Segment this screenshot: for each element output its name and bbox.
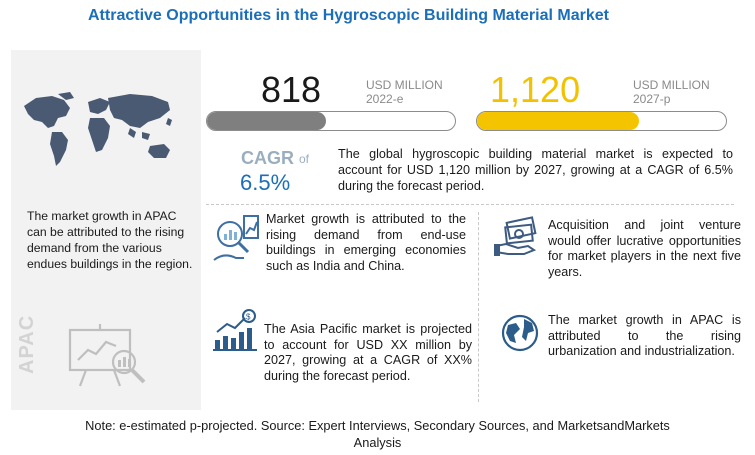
presentation-analysis-icon	[68, 324, 146, 387]
left-panel-text: The market growth in APAC can be attribu…	[27, 209, 193, 271]
period-2027: 2027-p	[633, 92, 671, 106]
market-value-2027: 1,120	[490, 69, 581, 110]
market-growth-analytics-icon	[213, 215, 259, 261]
vertical-divider	[478, 212, 479, 402]
bar-2022-track	[206, 111, 456, 131]
cagr-value: 6.5%	[240, 170, 291, 195]
bar-2022-fill	[207, 112, 327, 130]
unit-2027: USD MILLION	[633, 78, 710, 92]
globe-icon	[501, 314, 539, 352]
footnote-line-2: Analysis	[353, 435, 402, 450]
card-text-acquisition: Acquisition and joint venture would offe…	[548, 218, 741, 279]
apac-label-text: APAC	[16, 314, 38, 374]
footnote: Note: e-estimated p-projected. Source: E…	[0, 417, 755, 451]
market-summary: The global hygroscopic building material…	[338, 147, 733, 193]
right-area	[201, 50, 746, 410]
footnote-line-1: Note: e-estimated p-projected. Source: E…	[85, 418, 670, 433]
money-opportunity-icon	[494, 216, 537, 256]
apac-vertical-label: APAC	[14, 314, 44, 378]
bar-2027-track	[476, 111, 727, 131]
card-text-asia-pacific: The Asia Pacific market is projected to …	[264, 322, 472, 383]
world-map-icon	[24, 92, 172, 166]
card-text-market-growth: Market growth is attributed to the risin…	[266, 212, 466, 273]
revenue-growth-chart-icon: $	[213, 309, 257, 351]
market-value-2022: 818	[261, 69, 322, 110]
period-2022: 2022-e	[366, 92, 404, 106]
infographic-title: Attractive Opportunities in the Hygrosco…	[88, 7, 609, 24]
horizontal-divider	[206, 204, 734, 205]
unit-2022: USD MILLION	[366, 78, 443, 92]
card-text-apac-urbanization: The market growth in APAC is attributed …	[548, 313, 741, 358]
cagr-label: CAGR	[241, 148, 294, 168]
svg-text:$: $	[246, 313, 251, 322]
cagr-of: of	[299, 152, 310, 166]
bar-2027-fill	[477, 112, 639, 130]
